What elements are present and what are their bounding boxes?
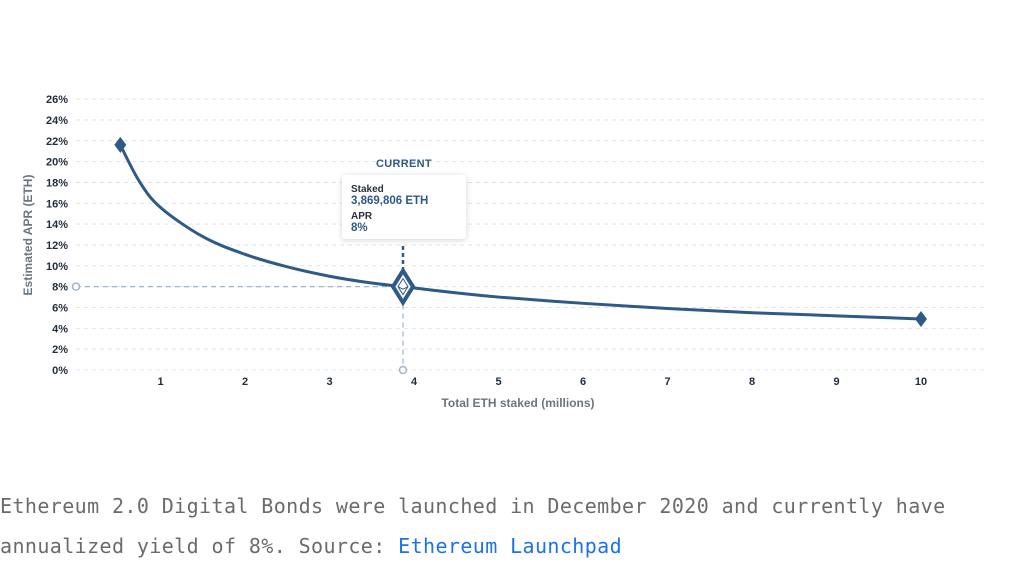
apr-curve xyxy=(118,144,922,321)
y-tick-label-9: 18% xyxy=(46,177,68,189)
x-tick-label-8: 8 xyxy=(749,376,755,388)
y-tick-label-5: 10% xyxy=(46,261,68,273)
ethereum-icon xyxy=(397,277,409,296)
x-tick-label-10: 10 xyxy=(915,376,927,388)
x-tick-label-9: 9 xyxy=(833,376,839,388)
apr-value: 8% xyxy=(351,222,368,234)
point-markers xyxy=(114,136,927,327)
y-axis-label: Estimated APR (ETH) xyxy=(21,175,35,296)
apr-chart: 0% 2% 4% 6% 8% 10% 12% 14% 16% 18% 20% 22% 24% 26% 1 2… xyxy=(21,94,985,410)
y-tick-label-3: 6% xyxy=(52,302,68,314)
x-tick-label-5: 5 xyxy=(495,376,501,388)
y-tick-label-8: 16% xyxy=(46,198,68,210)
current-heading: CURRENT xyxy=(376,158,432,170)
y-axis-ticks: 0% 2% 4% 6% 8% 10% 12% 14% 16% 18% 20% 22% 24% 26% xyxy=(46,94,68,377)
x-tick-label-2: 2 xyxy=(242,376,248,388)
staked-value: 3,869,806 ETH xyxy=(351,195,429,207)
y-tick-label-0: 0% xyxy=(52,365,68,377)
source-link[interactable]: Ethereum Launchpad xyxy=(398,534,623,558)
y-tick-label-2: 4% xyxy=(52,323,68,335)
x-axis-ticks: 1 2 3 4 5 6 7 8 9 10 xyxy=(157,376,927,388)
y-guide-end-dot xyxy=(71,282,81,291)
end-point-marker xyxy=(915,310,927,327)
y-tick-label-13: 26% xyxy=(46,94,68,106)
chart-grid xyxy=(76,98,985,371)
x-tick-label-3: 3 xyxy=(326,376,332,388)
x-guide-end-dot xyxy=(398,365,408,375)
y-tick-label-11: 22% xyxy=(46,136,68,148)
y-tick-label-6: 12% xyxy=(46,240,68,252)
current-point-marker xyxy=(390,266,416,307)
x-tick-label-7: 7 xyxy=(664,376,670,388)
y-tick-label-10: 20% xyxy=(46,157,68,169)
apr-label: APR xyxy=(351,211,373,222)
current-guides xyxy=(71,246,408,375)
y-tick-label-1: 2% xyxy=(52,344,68,356)
y-tick-label-4: 8% xyxy=(52,282,68,294)
staked-label: Staked xyxy=(351,184,384,195)
x-tick-label-4: 4 xyxy=(411,376,418,388)
y-tick-label-12: 24% xyxy=(46,115,68,127)
x-tick-label-1: 1 xyxy=(157,376,163,388)
figure-caption: Ethereum 2.0 Digital Bonds were launched… xyxy=(0,486,1024,566)
x-tick-label-6: 6 xyxy=(580,376,586,388)
y-tick-label-7: 14% xyxy=(46,219,68,231)
x-axis-label: Total ETH staked (millions) xyxy=(441,396,594,410)
start-point-marker xyxy=(114,136,127,153)
caption-text: Ethereum 2.0 Digital Bonds were launched… xyxy=(0,494,946,558)
current-tooltip: Staked 3,869,806 ETH APR 8% xyxy=(342,175,466,239)
